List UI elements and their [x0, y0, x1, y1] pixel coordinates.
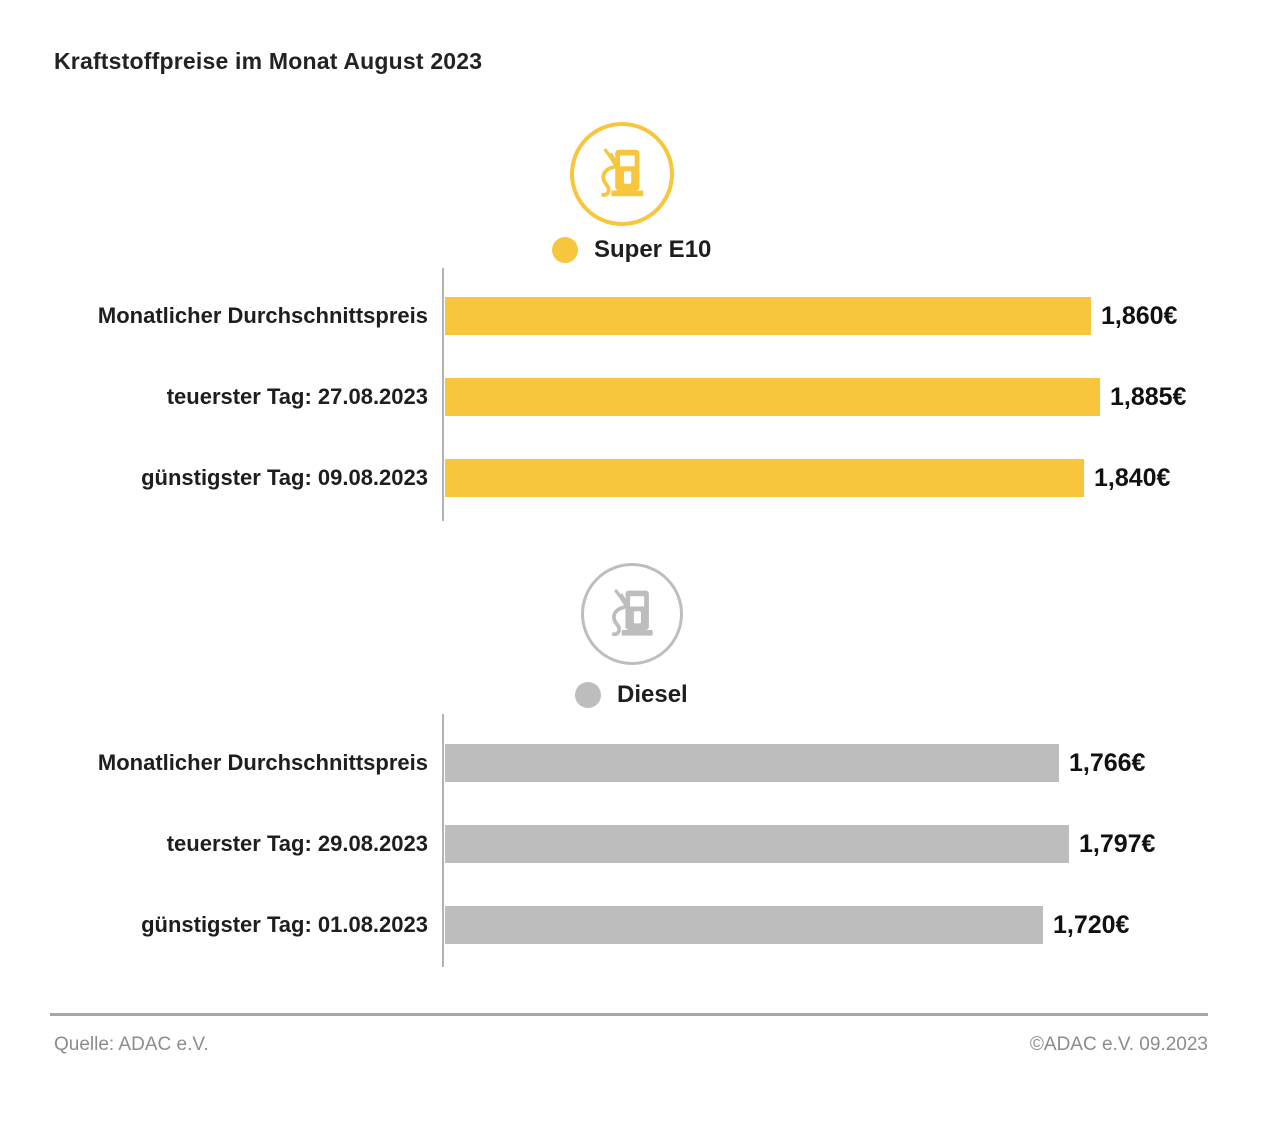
bar-row-super-average: Monatlicher Durchschnittspreis 1,860€	[0, 297, 1280, 335]
category-label: teuerster Tag: 29.08.2023	[166, 831, 428, 856]
fuel-pump-badge-diesel	[581, 563, 683, 665]
legend-super-e10: Super E10	[552, 236, 711, 264]
legend-diesel: Diesel	[575, 681, 688, 709]
bar-row-super-min: günstigster Tag: 09.08.2023 1,840€	[0, 459, 1280, 497]
bar-super-min	[445, 459, 1084, 497]
bar-diesel-max	[445, 825, 1069, 863]
category-label: Monatlicher Durchschnittspreis	[97, 303, 428, 328]
bar-diesel-average	[445, 744, 1059, 782]
bar-super-max	[445, 378, 1100, 416]
bar-row-diesel-min: günstigster Tag: 01.08.2023 1,720€	[0, 906, 1280, 944]
bar-super-average	[445, 297, 1091, 335]
fuel-pump-badge-super	[570, 122, 674, 226]
copyright-note: ©ADAC e.V. 09.2023	[1029, 1034, 1208, 1055]
page-title: Kraftstoffpreise im Monat August 2023	[54, 48, 483, 74]
legend-label-diesel: Diesel	[617, 681, 688, 708]
bar-row-super-max: teuerster Tag: 27.08.2023 1,885€	[0, 378, 1280, 416]
axis-line-diesel	[442, 714, 444, 967]
value-label: 1,885€	[1110, 383, 1187, 411]
legend-swatch-diesel	[575, 682, 601, 708]
bar-diesel-min	[445, 906, 1043, 944]
bar-row-diesel-average: Monatlicher Durchschnittspreis 1,766€	[0, 744, 1280, 782]
category-label: Monatlicher Durchschnittspreis	[97, 750, 428, 775]
value-label: 1,766€	[1069, 749, 1146, 777]
footer-divider	[50, 1013, 1208, 1016]
legend-swatch-super	[552, 237, 578, 263]
fuel-pump-icon	[601, 148, 644, 197]
value-label: 1,720€	[1053, 911, 1130, 939]
category-label: günstigster Tag: 01.08.2023	[141, 912, 428, 937]
source-note: Quelle: ADAC e.V.	[54, 1034, 209, 1055]
fuel-pump-icon	[611, 589, 653, 637]
category-label: günstigster Tag: 09.08.2023	[141, 465, 428, 490]
category-label: teuerster Tag: 27.08.2023	[166, 384, 428, 409]
legend-label-super: Super E10	[594, 236, 712, 263]
value-label: 1,860€	[1101, 302, 1178, 330]
axis-line-super	[442, 268, 444, 521]
value-label: 1,840€	[1094, 464, 1171, 492]
bar-row-diesel-max: teuerster Tag: 29.08.2023 1,797€	[0, 825, 1280, 863]
value-label: 1,797€	[1079, 830, 1156, 858]
